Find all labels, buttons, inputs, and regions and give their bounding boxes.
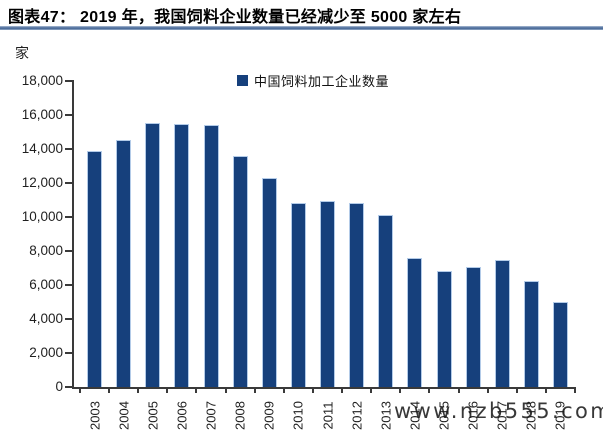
y-axis-tick (65, 250, 74, 252)
bar-slot (284, 81, 313, 387)
y-axis-tick (65, 182, 74, 184)
x-axis-tick-label: 2012 (349, 401, 365, 430)
x-axis-tick (428, 387, 431, 393)
x-axis-tick (486, 387, 489, 393)
bar (553, 302, 569, 387)
bar-slot (430, 81, 459, 387)
bar (145, 122, 161, 387)
y-axis-tick (65, 216, 74, 218)
y-axis-tick-label: 8,000 (29, 243, 63, 258)
y-axis-tick-label: 2,000 (29, 345, 63, 360)
bar-slot (371, 81, 400, 387)
bar (378, 215, 394, 387)
bar-slot (167, 81, 196, 387)
x-axis-tick (399, 387, 402, 393)
x-axis-tick (457, 387, 460, 393)
title-underline (0, 26, 603, 30)
bars-container (80, 81, 575, 387)
y-axis-tick-label: 10,000 (21, 209, 63, 224)
bar-slot (197, 81, 226, 387)
x-axis-tick (137, 387, 140, 393)
x-axis-tick (166, 387, 169, 393)
bar (116, 139, 132, 387)
y-axis-tick (65, 284, 74, 286)
bar (203, 125, 219, 387)
bar-slot (488, 81, 517, 387)
bar-slot (342, 81, 371, 387)
bar-slot (80, 81, 109, 387)
bar (87, 150, 103, 387)
x-axis-tick (341, 387, 344, 393)
bar (290, 202, 306, 387)
plot-area: 0 2,000 4,000 6,000 8,000 10,000 12,000 14,000 1… (22, 73, 576, 430)
x-axis-tick-label: 2007 (203, 401, 219, 430)
y-axis-tick (65, 148, 74, 150)
x-axis-tick (108, 387, 111, 393)
bar-slot (313, 81, 342, 387)
bar-slot (109, 81, 138, 387)
x-axis-tick (224, 387, 227, 393)
bar-slot (226, 81, 255, 387)
y-axis-tick-label: 0 (55, 379, 63, 394)
x-axis-tick (79, 387, 81, 393)
bar-slot (459, 81, 488, 387)
x-axis-tick (253, 387, 256, 393)
bar-slot (400, 81, 429, 387)
x-axis-tick (515, 387, 518, 393)
x-axis-tick-label: 2005 (145, 401, 161, 430)
bar (494, 259, 510, 387)
x-axis-tick (282, 387, 285, 393)
x-axis-tick-label: 2006 (174, 401, 190, 430)
x-axis-tick-label: 2003 (87, 401, 103, 430)
x-axis-tick-label: 2009 (261, 401, 277, 430)
bar (174, 123, 190, 387)
watermark: www.nzb555.com (394, 399, 603, 423)
legend-label: 中国饲料加工企业数量 (254, 74, 390, 89)
bar (349, 202, 365, 387)
y-axis-tick-label: 6,000 (29, 277, 63, 292)
y-axis-tick (65, 352, 74, 354)
chart-title: 图表47： 2019 年，我国饲料企业数量已经减少至 5000 家左右 (8, 9, 462, 26)
x-axis-tick-label: 2008 (232, 401, 248, 430)
y-axis-tick-label: 4,000 (29, 311, 63, 326)
y-axis-tick-label: 16,000 (21, 107, 63, 122)
x-axis-tick (311, 387, 314, 393)
y-axis-tick-label: 12,000 (21, 175, 63, 190)
x-axis-tick (195, 387, 198, 393)
x-axis-tick (574, 387, 576, 393)
bar (523, 280, 539, 387)
bar (436, 271, 452, 387)
bar-slot (255, 81, 284, 387)
legend: 中国饲料加工企业数量 (237, 72, 389, 89)
bar-slot (517, 81, 546, 387)
x-axis-tick (544, 387, 547, 393)
bar (320, 200, 336, 387)
bar (261, 177, 277, 387)
x-axis-tick-label: 2011 (320, 401, 335, 430)
bar (232, 155, 248, 387)
y-axis-unit-label: 家 (15, 45, 29, 61)
bar (407, 257, 423, 387)
bar-slot (546, 81, 575, 387)
y-axis-tick (65, 80, 74, 82)
x-axis-tick-label: 2004 (116, 401, 132, 430)
bar-slot (138, 81, 167, 387)
x-axis-tick-label: 2013 (378, 401, 394, 430)
legend-marker-icon (237, 75, 248, 86)
x-axis-tick-label: 2010 (290, 401, 306, 430)
y-axis-tick (65, 114, 74, 116)
y-axis-tick (65, 386, 74, 388)
y-axis-tick-label: 14,000 (21, 141, 63, 156)
x-axis-tick (370, 387, 373, 393)
y-axis-tick (65, 318, 74, 320)
y-axis-tick-label: 18,000 (21, 73, 63, 88)
bar (465, 267, 481, 387)
